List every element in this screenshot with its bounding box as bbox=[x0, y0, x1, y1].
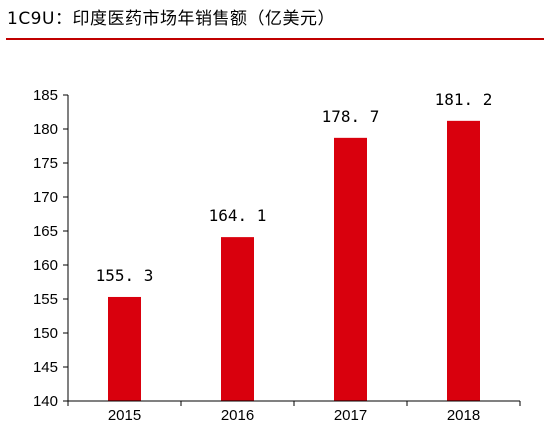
bar-2017 bbox=[334, 137, 367, 401]
data-label-2015: 155. 3 bbox=[96, 266, 154, 285]
bar-2018 bbox=[447, 120, 480, 401]
x-axis-labels: 2015 2016 2017 2018 bbox=[67, 401, 521, 424]
x-tick-label-2018: 2018 bbox=[447, 407, 480, 424]
y-tick-label: 175 bbox=[33, 155, 58, 172]
y-tick-label: 155 bbox=[33, 291, 58, 308]
y-tick-label: 160 bbox=[33, 257, 58, 274]
x-tick-label-2017: 2017 bbox=[334, 407, 367, 424]
bars bbox=[108, 120, 480, 401]
data-label-2016: 164. 1 bbox=[209, 206, 267, 225]
y-tick-label: 150 bbox=[33, 325, 58, 342]
data-labels: 155. 3 164. 1 178. 7 181. 2 bbox=[96, 90, 493, 285]
y-tick-label: 145 bbox=[33, 359, 58, 376]
bar-2016 bbox=[221, 237, 254, 401]
chart-title: 1C9U：印度医药市场年销售额（亿美元） bbox=[7, 9, 335, 29]
title-divider bbox=[6, 38, 544, 40]
y-tick-label: 165 bbox=[33, 223, 58, 240]
y-tick-label: 140 bbox=[33, 393, 58, 410]
y-tick-label: 185 bbox=[33, 87, 58, 104]
data-label-2017: 178. 7 bbox=[322, 107, 380, 126]
x-tick-label-2016: 2016 bbox=[221, 407, 254, 424]
y-axis-ticks: 140 145 150 155 160 165 170 175 180 185 bbox=[33, 87, 68, 410]
x-tick-label-2015: 2015 bbox=[108, 407, 141, 424]
bar-2015 bbox=[108, 296, 141, 401]
data-label-2018: 181. 2 bbox=[435, 90, 493, 109]
y-tick-label: 180 bbox=[33, 121, 58, 138]
y-tick-label: 170 bbox=[33, 189, 58, 206]
